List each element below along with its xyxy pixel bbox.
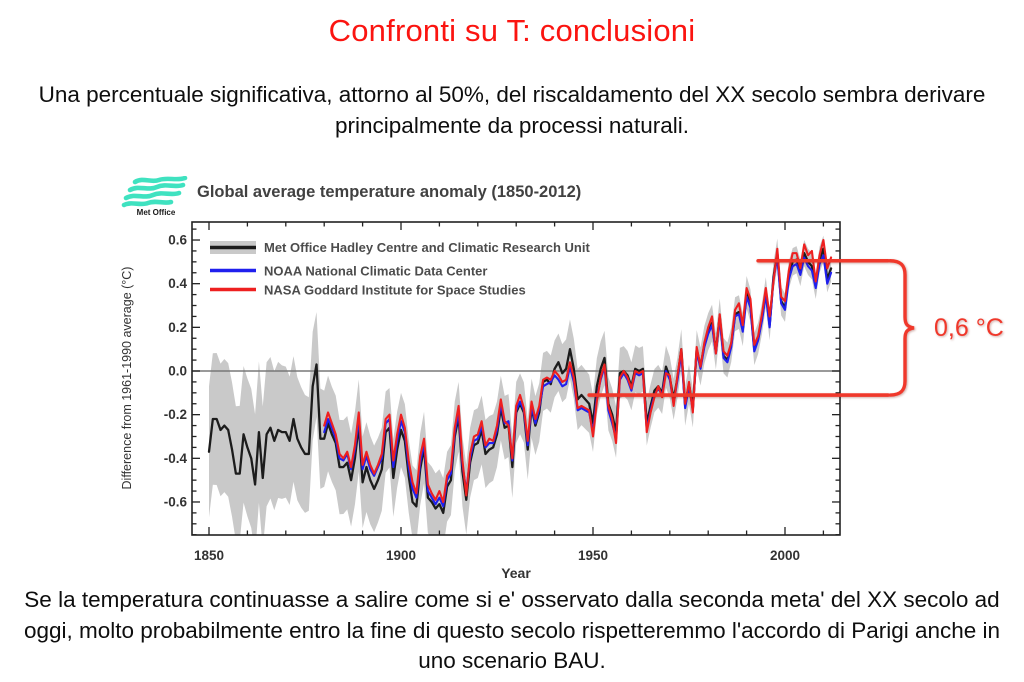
y-axis-title: Difference from 1961-1990 average (°C) (120, 267, 134, 490)
annotation-0-6-degc: 0,6 °C (587, 258, 1004, 397)
legend-label-hadcrut: Met Office Hadley Centre and Climatic Re… (264, 240, 590, 255)
x-axis-title: Year (501, 565, 531, 581)
x-tick-label: 1850 (194, 548, 224, 563)
y-tick-label: 0.0 (168, 364, 187, 379)
x-tick-label: 1900 (386, 548, 416, 563)
y-tick-label: -0.2 (164, 407, 187, 422)
annotation-lines (587, 258, 915, 397)
chart-title: Global average temperature anomaly (1850… (197, 183, 581, 201)
met-office-logo: Met Office (121, 175, 191, 222)
legend: Met Office Hadley Centre and Climatic Re… (210, 240, 590, 298)
axes (191, 221, 841, 536)
met-office-waves-icon (121, 175, 188, 208)
tick-labels: 0.6 0.4 0.2 0.0 -0.2 -0.4 -0.6 1850 1900 1950 2000 (164, 233, 800, 563)
y-tick-label: 0.6 (168, 233, 187, 248)
slide-title: Confronti su T: conclusioni (328, 13, 696, 48)
y-tick-label: 0.2 (168, 320, 187, 335)
legend-label-nasa: NASA Goddard Institute for Space Studies (264, 283, 526, 298)
y-tick-label: -0.4 (164, 451, 188, 466)
temperature-anomaly-chart: Global average temperature anomaly (1850… (120, 183, 1004, 581)
met-office-logo-label: Met Office (136, 208, 176, 217)
series-lines (207, 238, 833, 515)
y-tick-label: -0.6 (164, 494, 188, 509)
paragraph-top: Una percentuale significativa, attorno a… (38, 82, 986, 138)
x-tick-label: 1950 (578, 548, 608, 563)
y-tick-label: 0.4 (168, 276, 187, 291)
series-line (323, 238, 833, 504)
legend-label-noaa: NOAA National Climatic Data Center (264, 264, 487, 279)
x-tick-label: 2000 (770, 548, 800, 563)
paragraph-bottom: Se la temperatura continuasse a salire c… (23, 587, 1001, 674)
annotation-label: 0,6 °C (934, 314, 1004, 342)
annotation-brace-icon (888, 259, 915, 397)
